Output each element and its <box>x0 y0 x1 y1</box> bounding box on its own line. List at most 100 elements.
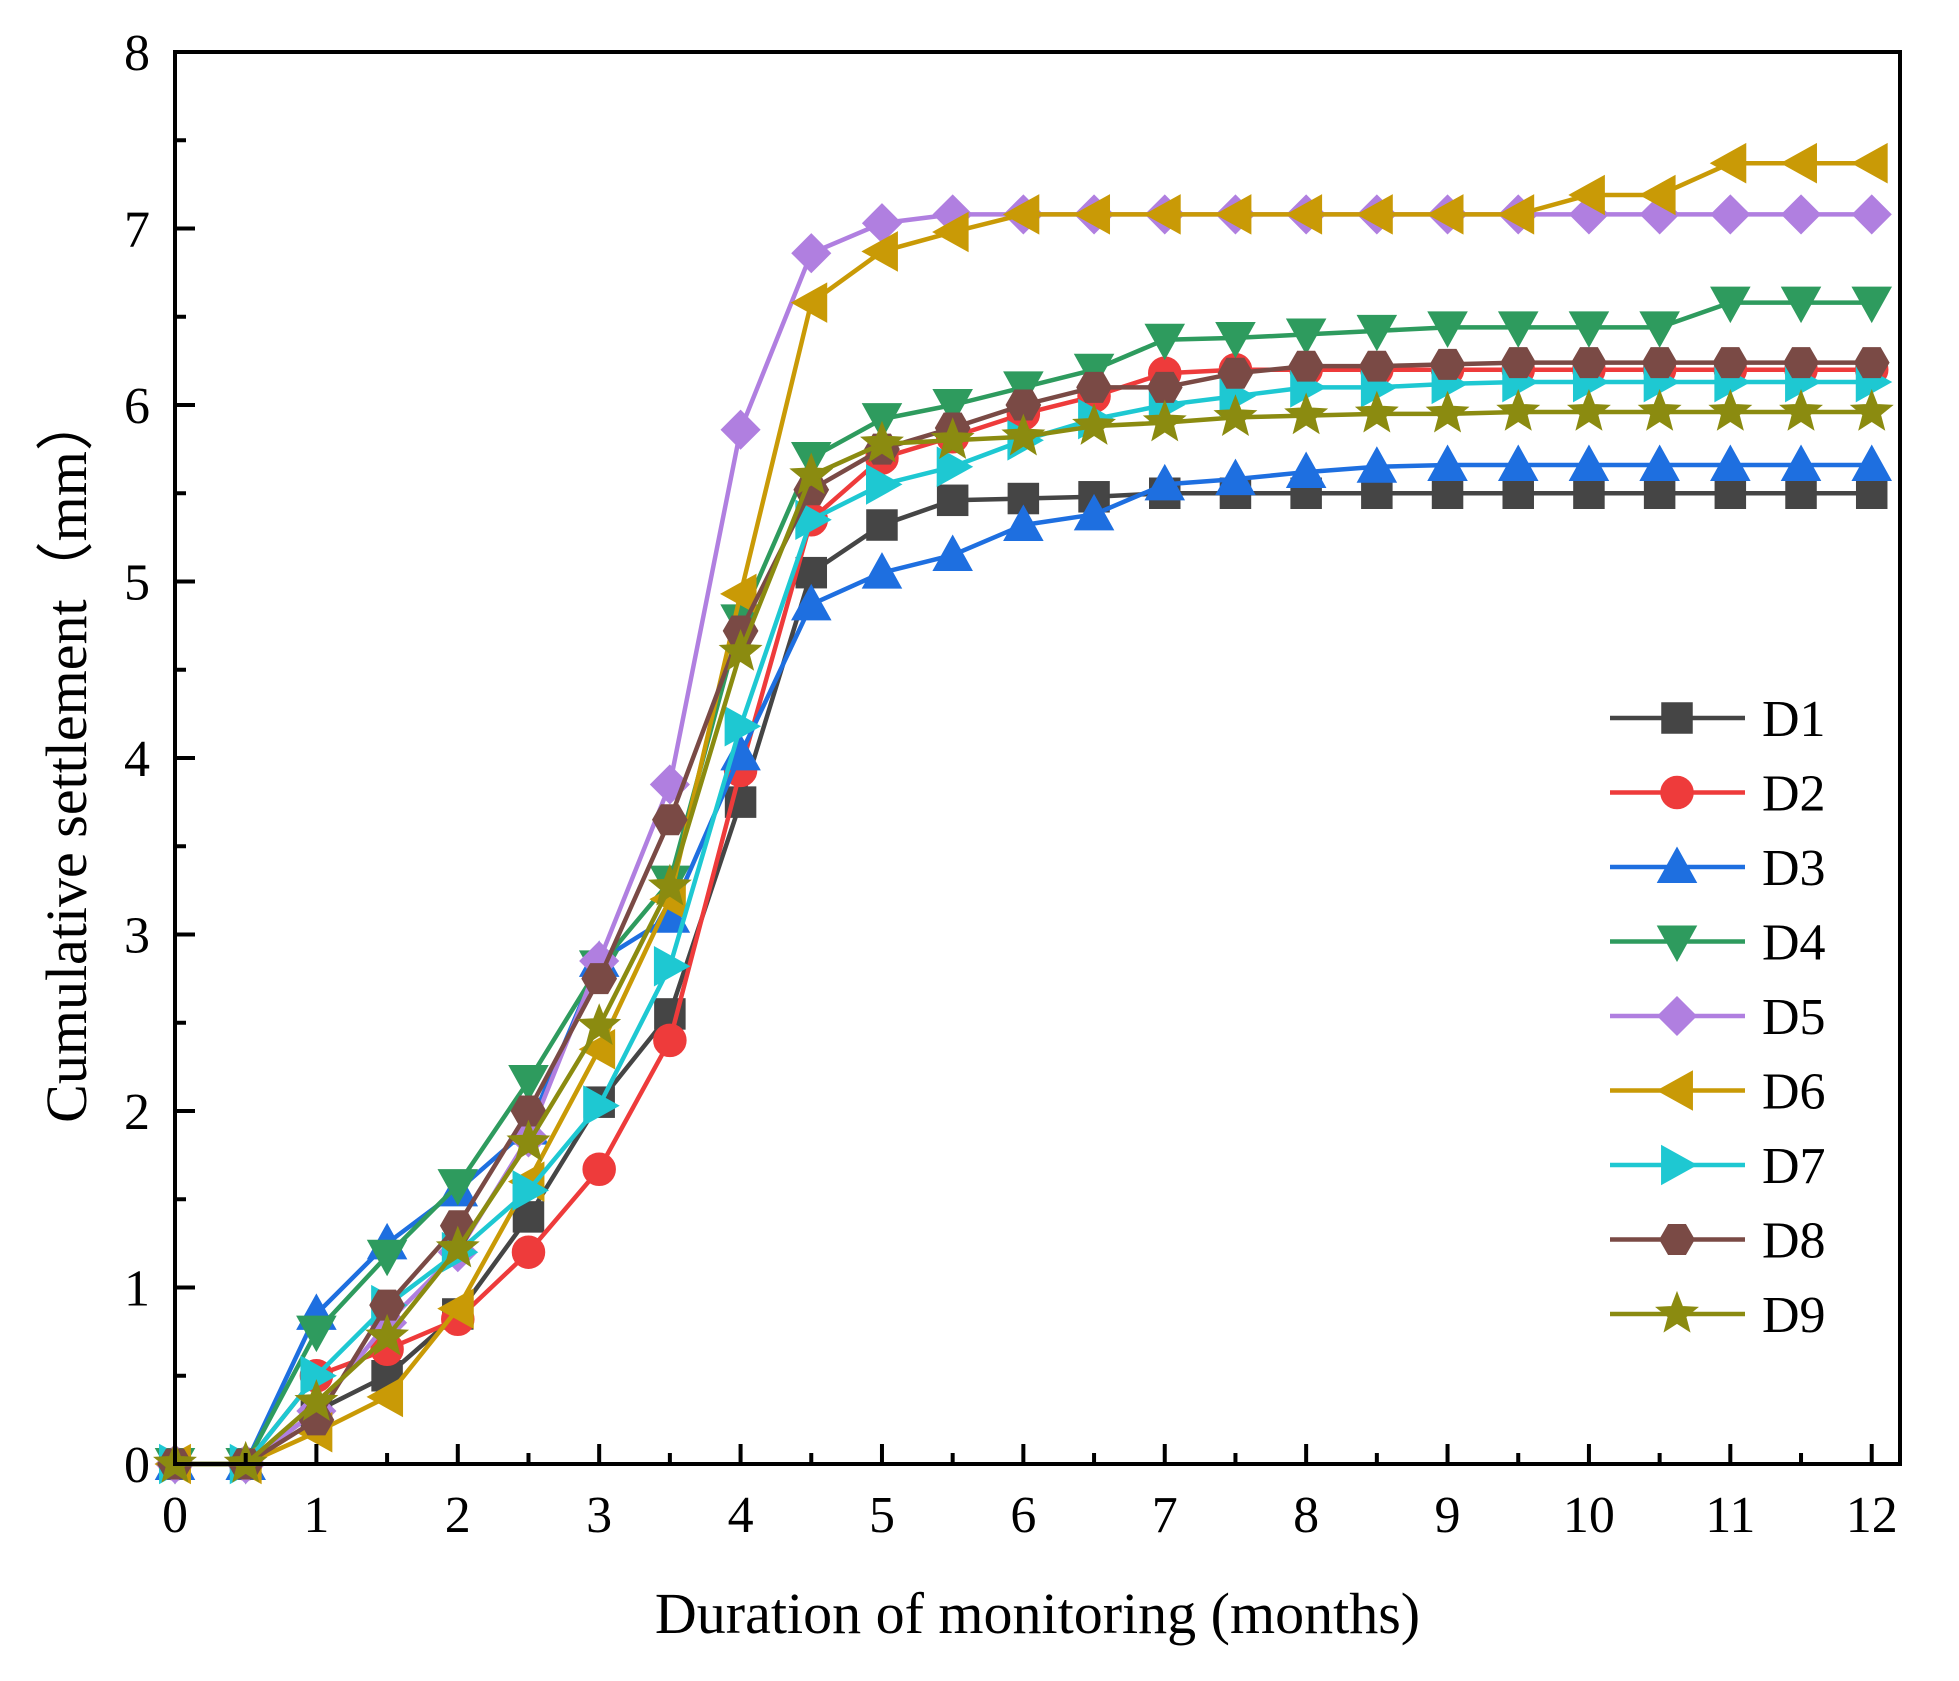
data-point-d6 <box>720 573 757 615</box>
series-layer <box>153 142 1894 1485</box>
data-point-d5 <box>1710 194 1751 235</box>
y-tick-label: 2 <box>124 1084 150 1141</box>
legend-marker <box>1660 775 1694 810</box>
data-point-d9 <box>1425 390 1470 433</box>
data-point-d3 <box>1073 493 1115 531</box>
data-point-d9 <box>506 1119 551 1162</box>
data-point-d3 <box>1427 444 1468 481</box>
legend-label: D8 <box>1762 1213 1826 1270</box>
data-point-d4 <box>437 1169 479 1206</box>
data-point-d9 <box>860 420 904 463</box>
legend-label: D7 <box>1762 1138 1826 1195</box>
data-point-d1 <box>866 509 898 541</box>
data-point-d1 <box>1714 477 1747 509</box>
legend-item-d2: D2 <box>1610 766 1826 823</box>
data-point-d8 <box>1641 347 1678 379</box>
y-tick-label: 7 <box>124 202 150 259</box>
legend-item-d9: D9 <box>1610 1287 1826 1344</box>
x-axis-title: Duration of monitoring (months) <box>655 1581 1420 1646</box>
data-point-d1 <box>1502 477 1534 509</box>
data-point-d9 <box>1213 394 1258 437</box>
data-point-d5 <box>720 409 761 450</box>
data-point-d6 <box>1497 194 1535 235</box>
data-point-d8 <box>1571 347 1607 379</box>
data-point-d8 <box>581 963 618 995</box>
data-point-d8 <box>1853 347 1890 379</box>
data-point-d6 <box>1356 194 1393 235</box>
legend-marker <box>1661 1144 1698 1186</box>
data-point-d7 <box>583 1085 620 1126</box>
legend-marker <box>1659 1224 1695 1255</box>
y-tick-label: 1 <box>124 1261 150 1318</box>
data-point-d8 <box>1358 350 1395 382</box>
data-point-d7 <box>936 446 974 488</box>
series-d9 <box>153 388 1894 1483</box>
data-point-d9 <box>365 1313 410 1356</box>
data-point-d4 <box>1073 353 1115 391</box>
data-point-d3 <box>1497 444 1539 481</box>
x-tick-label: 7 <box>1152 1487 1178 1544</box>
data-point-d3 <box>1003 504 1044 541</box>
data-point-d7 <box>724 705 762 747</box>
legend-label: D6 <box>1762 1064 1826 1121</box>
legend-marker <box>1656 925 1698 963</box>
data-point-d5 <box>1780 194 1822 235</box>
data-point-d3 <box>1568 444 1610 481</box>
x-tick-label: 2 <box>445 1487 471 1544</box>
data-point-d3 <box>1356 446 1398 483</box>
y-tick-label: 8 <box>124 25 150 82</box>
data-point-d1 <box>1431 477 1464 509</box>
data-point-d6 <box>861 231 898 272</box>
data-point-d3 <box>861 552 903 589</box>
data-point-d6 <box>366 1376 404 1418</box>
legend-item-d6: D6 <box>1610 1064 1826 1121</box>
data-point-d6 <box>1073 194 1111 235</box>
data-point-d9 <box>577 1003 622 1045</box>
data-point-d1 <box>1573 477 1605 509</box>
data-point-d6 <box>1639 174 1676 216</box>
data-point-d3 <box>1639 444 1680 481</box>
legend-label: D1 <box>1762 691 1826 748</box>
data-point-d8 <box>1429 348 1466 380</box>
x-tick-label: 8 <box>1293 1487 1319 1544</box>
data-point-d6 <box>1851 142 1888 184</box>
data-point-d4 <box>508 1065 549 1102</box>
x-tick-label: 5 <box>869 1487 895 1544</box>
data-point-d8 <box>1783 347 1819 379</box>
data-point-d4 <box>1215 321 1256 359</box>
data-point-d3 <box>1780 444 1822 481</box>
data-point-d9 <box>294 1379 339 1421</box>
data-point-d9 <box>1566 388 1611 431</box>
series-d6 <box>154 142 1888 1485</box>
data-point-d1 <box>1785 477 1817 509</box>
x-tick-label: 4 <box>728 1487 754 1544</box>
data-point-d9 <box>718 629 763 671</box>
y-axis-title: Cumulative settlement（mm） <box>34 393 99 1123</box>
data-point-d7 <box>866 464 903 505</box>
data-point-d4 <box>1710 286 1751 324</box>
data-point-d3 <box>932 534 973 571</box>
data-point-d8 <box>1500 347 1537 379</box>
data-point-d4 <box>1851 286 1892 324</box>
x-tick-label: 9 <box>1435 1487 1461 1544</box>
x-tick-label: 12 <box>1846 1487 1898 1544</box>
data-point-d9 <box>1637 388 1682 431</box>
data-point-d6 <box>1426 194 1464 235</box>
data-point-d3 <box>1710 444 1751 481</box>
data-point-d4 <box>1639 311 1680 348</box>
data-point-d6 <box>437 1288 474 1329</box>
data-point-d4 <box>1568 311 1610 348</box>
legend-item-d5: D5 <box>1610 989 1826 1046</box>
y-tick-label: 4 <box>124 731 150 788</box>
data-point-d2 <box>653 1023 687 1058</box>
legend-label: D9 <box>1762 1287 1826 1344</box>
data-point-d8 <box>652 804 688 836</box>
legend-marker <box>1656 1070 1693 1111</box>
legend-label: D4 <box>1762 915 1826 972</box>
data-point-d6 <box>790 282 828 323</box>
legend-label: D3 <box>1762 840 1826 897</box>
legend-item-d8: D8 <box>1610 1213 1826 1270</box>
data-point-d4 <box>366 1239 408 1277</box>
data-point-d9 <box>1284 392 1329 435</box>
